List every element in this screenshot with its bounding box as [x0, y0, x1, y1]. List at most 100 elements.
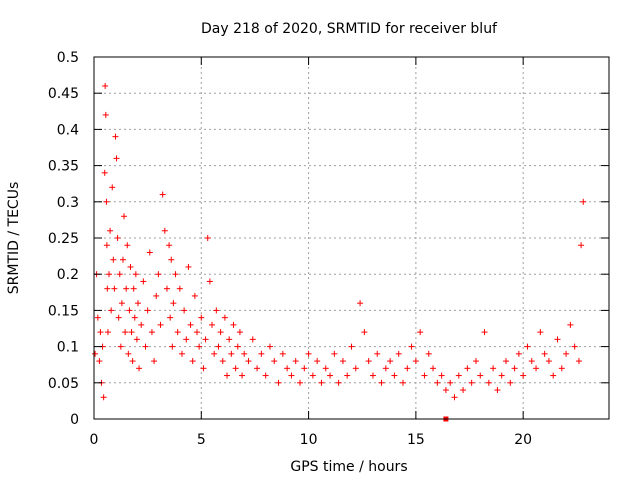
data-point	[168, 256, 175, 263]
data-point	[204, 235, 211, 241]
data-point	[100, 394, 107, 401]
data-point	[161, 227, 168, 234]
data-point	[541, 350, 548, 357]
data-point	[451, 394, 458, 401]
data-point	[155, 271, 162, 278]
data-point	[200, 365, 207, 372]
data-point	[228, 350, 235, 357]
data-point	[217, 329, 224, 336]
data-point	[92, 350, 99, 357]
data-point	[382, 365, 389, 372]
data-point	[125, 350, 132, 357]
data-point	[144, 307, 151, 314]
data-point	[417, 329, 424, 336]
y-axis-label: SRMTID / TECUs	[6, 182, 22, 295]
data-point	[288, 372, 295, 379]
data-point	[236, 329, 243, 336]
data-point	[148, 329, 155, 336]
x-tick-label: 15	[407, 432, 425, 448]
data-point	[134, 300, 141, 307]
y-tick-label: 0.2	[57, 267, 79, 283]
data-point	[104, 285, 111, 292]
data-point	[460, 387, 467, 394]
data-point	[130, 285, 137, 292]
data-point	[102, 111, 109, 118]
data-point	[176, 285, 183, 292]
data-point	[335, 379, 342, 386]
data-point	[241, 350, 248, 357]
data-point	[104, 329, 111, 336]
y-tick-label: 0.25	[48, 231, 79, 247]
data-point	[107, 227, 114, 234]
data-point	[112, 133, 119, 140]
x-tick-label: 20	[514, 432, 532, 448]
data-point	[94, 314, 101, 321]
data-point	[187, 321, 194, 328]
x-tick-label: 0	[90, 432, 99, 448]
data-point	[485, 379, 492, 386]
data-point	[122, 329, 129, 336]
grid-lines	[94, 57, 609, 419]
data-point	[109, 184, 116, 191]
data-point	[114, 235, 121, 241]
data-point	[133, 336, 140, 343]
data-point	[262, 372, 269, 379]
data-point	[121, 213, 128, 220]
data-point	[234, 343, 241, 350]
data-point	[138, 321, 145, 328]
data-point	[128, 329, 135, 336]
data-point	[118, 300, 125, 307]
data-point	[477, 372, 484, 379]
data-point	[404, 365, 411, 372]
data-point	[108, 307, 115, 314]
data-point	[563, 350, 570, 357]
data-point	[185, 263, 192, 270]
data-point	[142, 343, 149, 350]
data-point	[434, 379, 441, 386]
data-point	[219, 358, 226, 365]
data-point	[169, 343, 176, 350]
data-point	[172, 271, 179, 278]
data-point	[292, 358, 299, 365]
data-point	[344, 372, 351, 379]
data-point	[378, 379, 385, 386]
data-point	[206, 278, 213, 285]
data-point	[258, 350, 265, 357]
data-point	[239, 372, 246, 379]
x-axis-label: GPS time / hours	[290, 459, 407, 475]
data-point	[545, 358, 552, 365]
data-point	[305, 350, 312, 357]
data-point	[116, 271, 123, 278]
data-point	[301, 365, 308, 372]
data-point	[224, 372, 231, 379]
data-point	[194, 329, 200, 336]
data-point	[498, 372, 505, 379]
data-point	[140, 278, 147, 285]
y-tick-label: 0.4	[57, 122, 79, 138]
data-point	[189, 358, 196, 365]
data-point	[119, 256, 126, 263]
x-tick-label: 5	[197, 432, 206, 448]
data-point	[191, 292, 198, 299]
data-point	[472, 358, 479, 365]
data-point	[361, 329, 368, 336]
data-point	[468, 379, 475, 386]
data-point	[211, 350, 218, 357]
data-point	[266, 343, 273, 350]
data-point	[279, 350, 286, 357]
data-point	[106, 271, 113, 278]
chart-title: Day 218 of 2020, SRMTID for receiver blu…	[201, 21, 498, 37]
data-point	[447, 379, 454, 386]
data-point	[101, 169, 108, 176]
data-point	[511, 365, 518, 372]
data-point	[520, 372, 527, 379]
data-point	[97, 329, 104, 336]
data-point	[163, 285, 170, 292]
y-tick-label: 0.3	[57, 195, 79, 211]
data-point	[127, 263, 134, 270]
y-tick-label: 0.05	[48, 376, 79, 392]
data-points	[92, 82, 587, 422]
data-point	[115, 314, 122, 321]
x-axis-ticks: 0 5 10 15 20	[90, 57, 532, 448]
